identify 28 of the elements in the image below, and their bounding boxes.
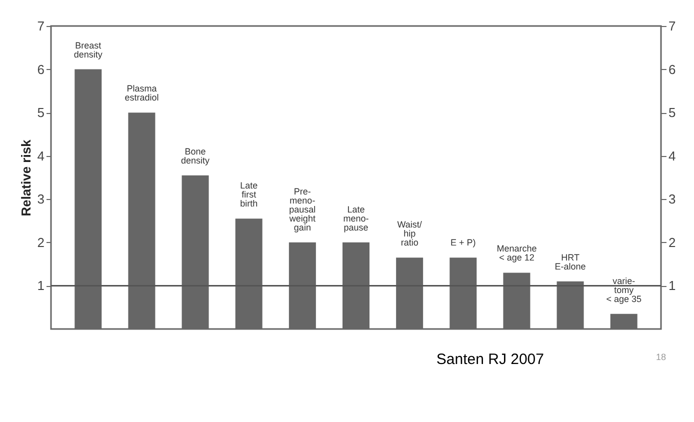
x-tick-label: Late first birth [240,180,258,209]
y-tick-label: 4 [37,148,44,164]
y-tick-label: 2 [37,234,44,250]
y2-tick-label: 5 [668,105,676,120]
y2-tick-label: 4 [668,148,676,164]
x-tick-label: Late meno- pause [343,204,369,232]
y2-tick-label: 7 [668,18,676,34]
x-tick-label: Waist/ hip ratio [397,220,422,248]
x-tick-label: HRT E-alone [554,252,586,272]
x-tick-label: Plasma estradiol [124,84,159,103]
text: Santen RJ 2007 [436,351,544,368]
y-axis-title: Relative risk [18,138,34,216]
x-tick-label: E + P) [450,238,476,248]
y-tick-label: 6 [37,62,44,77]
y-tick-label: 3 [37,192,44,207]
y2-tick-label: 3 [668,192,676,207]
x-tick-label: Pre- meno- pausal weight gain [288,186,316,232]
y-tick-label: 1 [37,278,44,294]
y2-tick-label: 1 [668,278,676,294]
y2-tick-label: 2 [668,234,676,250]
y-tick-label: 5 [37,105,44,120]
y2-tick-label: 6 [668,62,676,77]
x-tick-label: varie- tomy < age 35 [606,276,642,304]
x-tick-label: Menarche < age 12 [496,244,537,263]
x-tick-label: Bone density [181,146,210,166]
x-tick-label: Breast density [74,40,103,60]
text: 18 [656,352,666,362]
y-tick-label: 7 [37,18,44,34]
